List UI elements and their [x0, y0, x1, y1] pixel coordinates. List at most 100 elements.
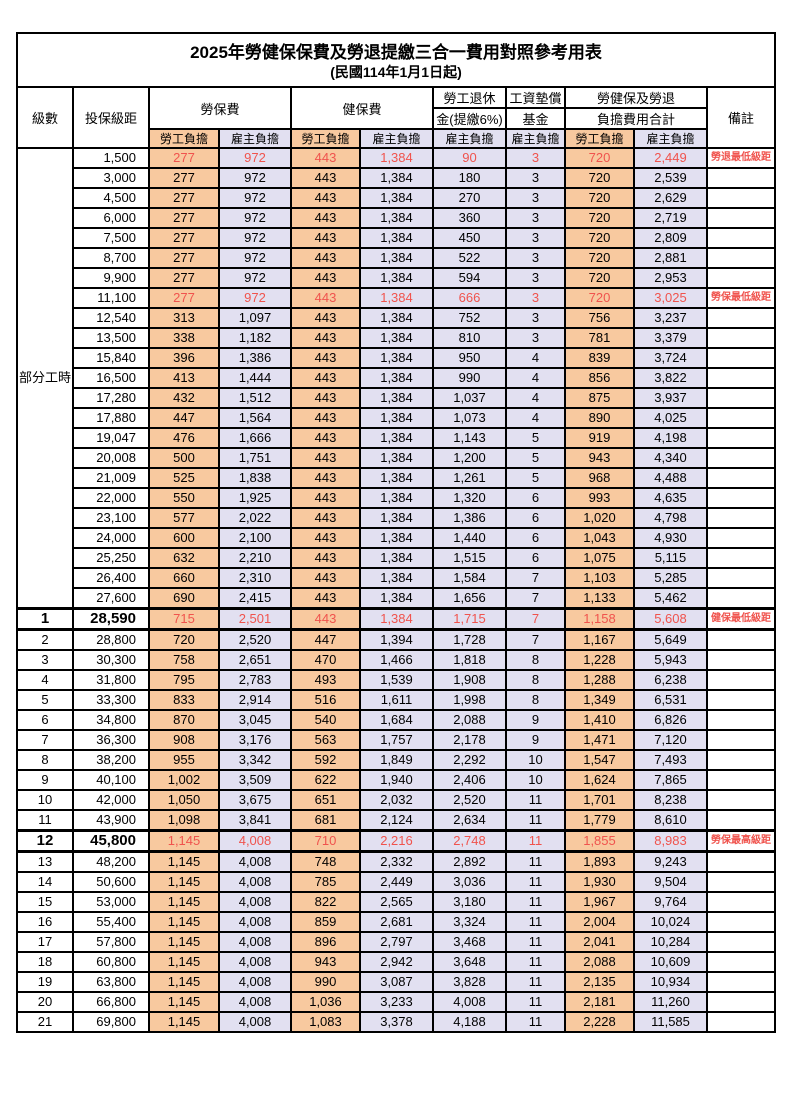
- cell-labor-employer: 1,386: [218, 347, 292, 369]
- cell-total-employee: 1,043: [564, 527, 635, 549]
- cell-pension-employer: 1,440: [432, 527, 507, 549]
- cell-bracket: 69,800: [72, 1011, 150, 1033]
- cell-health-employer: 1,466: [359, 649, 434, 671]
- cell-health-employee: 1,083: [290, 1011, 361, 1033]
- cell-labor-employer: 3,176: [218, 729, 292, 751]
- cell-remark: [706, 628, 776, 651]
- cell-bracket: 30,300: [72, 649, 150, 671]
- cell-labor-employer: 4,008: [218, 850, 292, 873]
- cell-pension-employer: 752: [432, 307, 507, 329]
- cell-bracket: 50,600: [72, 871, 150, 893]
- cell-labor-employee: 1,002: [148, 769, 220, 791]
- cell-bracket: 45,800: [72, 829, 150, 853]
- cell-health-employee: 443: [290, 447, 361, 469]
- cell-total-employee: 2,088: [564, 951, 635, 973]
- cell-pension-employer: 450: [432, 227, 507, 249]
- table-row: 17,280 432 1,512 443 1,384 1,037 4 875 3,937: [17, 387, 776, 409]
- cell-level: 15: [16, 891, 74, 913]
- cell-remark: 勞保最高級距: [706, 829, 776, 853]
- cell-health-employer: 1,384: [359, 287, 434, 309]
- cell-remark: [706, 891, 776, 913]
- cell-level: 10: [16, 789, 74, 811]
- cell-remark: [706, 951, 776, 973]
- cell-level: 12: [16, 829, 74, 853]
- cell-health-employer: 2,032: [359, 789, 434, 811]
- cell-level: 1: [16, 607, 74, 631]
- table-row: 18 60,800 1,145 4,008 943 2,942 3,648 11 2,088 10…: [16, 951, 776, 973]
- table-row: 1 28,590 715 2,501 443 1,384 1,715 7 1,158 5,608 健…: [16, 607, 776, 631]
- cell-total-employer: 9,243: [633, 850, 708, 873]
- cell-labor-employee: 758: [148, 649, 220, 671]
- cell-bracket: 17,880: [72, 407, 150, 429]
- cell-health-employer: 2,565: [359, 891, 434, 913]
- cell-health-employer: 1,611: [359, 689, 434, 711]
- cell-pension-employer: 1,073: [432, 407, 507, 429]
- subheader-health-employee: 勞工負擔: [290, 128, 361, 149]
- cell-remark: [706, 527, 776, 549]
- cell-level: 16: [16, 911, 74, 933]
- cell-health-employee: 470: [290, 649, 361, 671]
- cell-labor-employee: 720: [148, 628, 220, 651]
- cell-health-employer: 3,233: [359, 991, 434, 1013]
- cell-total-employee: 1,410: [564, 709, 635, 731]
- cell-remark: [706, 809, 776, 832]
- cell-remark: [706, 871, 776, 893]
- table-row: 16 55,400 1,145 4,008 859 2,681 3,324 11 2,004 10…: [16, 911, 776, 933]
- cell-health-employer: 1,384: [359, 207, 434, 229]
- cell-labor-employee: 1,145: [148, 1011, 220, 1033]
- cell-health-employer: 3,087: [359, 971, 434, 993]
- cell-total-employer: 2,719: [633, 207, 708, 229]
- table-row: 21 69,800 1,145 4,008 1,083 3,378 4,188 11 2,228…: [16, 1011, 776, 1033]
- cell-wage-fund-employer: 3: [505, 327, 566, 349]
- cell-labor-employee: 870: [148, 709, 220, 731]
- cell-health-employee: 493: [290, 669, 361, 691]
- cell-labor-employee: 908: [148, 729, 220, 751]
- cell-total-employer: 5,608: [633, 607, 708, 631]
- cell-pension-employer: 990: [432, 367, 507, 389]
- table-row: 21,009 525 1,838 443 1,384 1,261 5 968 4,488: [17, 467, 776, 489]
- cell-level: 3: [16, 649, 74, 671]
- cell-pension-employer: 3,324: [432, 911, 507, 933]
- table-row: 5 33,300 833 2,914 516 1,611 1,998 8 1,349 6,531: [16, 689, 776, 711]
- cell-remark: [706, 749, 776, 771]
- cell-total-employer: 2,449: [633, 147, 708, 169]
- cell-remark: [706, 367, 776, 389]
- cell-total-employee: 1,158: [564, 607, 635, 631]
- cell-labor-employer: 2,520: [218, 628, 292, 651]
- cell-bracket: 3,000: [72, 167, 150, 189]
- col-header-level: 級數: [16, 86, 74, 149]
- cell-labor-employee: 396: [148, 347, 220, 369]
- cell-health-employee: 896: [290, 931, 361, 953]
- cell-health-employer: 1,384: [359, 507, 434, 529]
- cell-health-employer: 1,384: [359, 327, 434, 349]
- cell-remark: [706, 247, 776, 269]
- cell-health-employee: 443: [290, 187, 361, 209]
- cell-labor-employee: 432: [148, 387, 220, 409]
- cell-total-employer: 4,635: [633, 487, 708, 509]
- cell-level: 9: [16, 769, 74, 791]
- cell-health-employer: 1,849: [359, 749, 434, 771]
- cell-level: 11: [16, 809, 74, 832]
- cell-total-employer: 5,462: [633, 587, 708, 610]
- cell-labor-employee: 1,098: [148, 809, 220, 832]
- cell-total-employer: 3,237: [633, 307, 708, 329]
- cell-health-employer: 2,216: [359, 829, 434, 853]
- cell-remark: [706, 327, 776, 349]
- cell-bracket: 60,800: [72, 951, 150, 973]
- cell-labor-employer: 1,751: [218, 447, 292, 469]
- cell-health-employee: 443: [290, 307, 361, 329]
- cell-total-employer: 4,198: [633, 427, 708, 449]
- cell-pension-employer: 1,515: [432, 547, 507, 569]
- cell-pension-employer: 3,468: [432, 931, 507, 953]
- cell-labor-employee: 277: [148, 147, 220, 169]
- cell-pension-employer: 1,037: [432, 387, 507, 409]
- cell-total-employee: 993: [564, 487, 635, 509]
- cell-wage-fund-employer: 3: [505, 307, 566, 329]
- cell-pension-employer: 2,406: [432, 769, 507, 791]
- cell-total-employee: 1,471: [564, 729, 635, 751]
- table-row: 8 38,200 955 3,342 592 1,849 2,292 10 1,547 7,493: [16, 749, 776, 771]
- cell-health-employer: 1,384: [359, 487, 434, 509]
- cell-total-employer: 2,629: [633, 187, 708, 209]
- cell-total-employer: 6,826: [633, 709, 708, 731]
- cell-total-employer: 8,238: [633, 789, 708, 811]
